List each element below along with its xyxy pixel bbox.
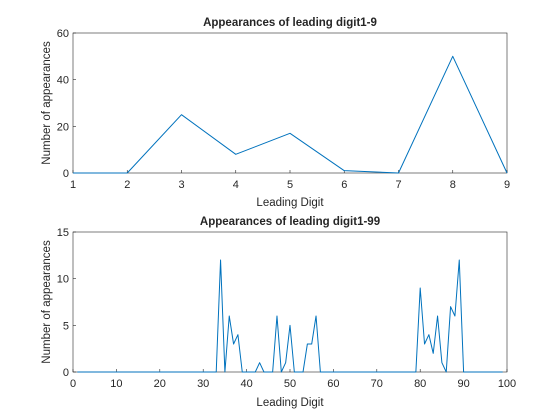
chart-2-x-tick-label: 70	[371, 378, 383, 390]
chart-2-x-tick-label: 50	[284, 378, 296, 390]
chart-2-x-tick-label: 40	[240, 378, 252, 390]
chart-1-y-ticks: 0 20 40 60	[57, 28, 76, 180]
chart-1-y-tick-label: 60	[57, 28, 69, 40]
chart-2-y-tick-label: 0	[63, 367, 69, 379]
chart-2-x-tick-label: 30	[197, 378, 209, 390]
chart-2-x-tick-label: 60	[327, 378, 339, 390]
chart-1-x-tick-label: 3	[178, 179, 184, 191]
chart-1-y-tick-label: 0	[63, 168, 69, 180]
chart-1-y-tick-label: 20	[57, 121, 69, 133]
chart-1-title: Appearances of leading digit1-9	[203, 17, 377, 29]
chart-1-x-ticks: 1 2 3 4 5 6 7 8 9	[70, 170, 510, 191]
chart-2-x-tick-label: 80	[414, 378, 426, 390]
chart-1-y-axis-label: Number of appearances	[41, 41, 53, 165]
chart-2-x-tick-label: 10	[110, 378, 122, 390]
chart-2-x-tick-label: 0	[70, 378, 76, 390]
chart-1-x-axis-label: Leading Digit	[256, 197, 324, 209]
chart-1-x-tick-label: 9	[504, 179, 510, 191]
chart-2-x-ticks: 0 10 20 30 40 50 60 70 80 90 100	[70, 369, 516, 390]
chart-2-y-tick-label: 10	[57, 274, 69, 286]
chart-1-plot-area	[72, 32, 508, 174]
chart-2-x-tick-label: 20	[154, 378, 166, 390]
chart-1-x-tick-label: 7	[395, 179, 401, 191]
subplot-2: Appearances of leading digit1-99 051015 …	[41, 216, 516, 409]
chart-1-x-tick-label: 5	[287, 179, 293, 191]
chart-1-x-tick-label: 6	[341, 179, 347, 191]
chart-2-y-tick-label: 5	[63, 320, 69, 332]
chart-2-y-tick-label: 15	[57, 227, 69, 239]
chart-1-x-tick-label: 2	[124, 179, 130, 191]
chart-2-plot-area	[72, 231, 508, 373]
chart-2-series-line	[77, 259, 503, 373]
subplot-1: Appearances of leading digit1-9 0204060 …	[41, 17, 510, 209]
chart-2-x-tick-label: 100	[498, 378, 516, 390]
chart-2-x-axis-label: Leading Digit	[256, 397, 324, 409]
chart-1-series-line	[73, 55, 508, 174]
chart-1-x-tick-label: 8	[450, 179, 456, 191]
chart-2-x-tick-label: 90	[457, 378, 469, 390]
chart-1-x-tick-label: 1	[70, 179, 76, 191]
chart-2-title: Appearances of leading digit1-99	[200, 216, 380, 228]
chart-1-x-tick-label: 4	[233, 179, 239, 191]
chart-2-y-ticks: 0 5 10 15	[57, 227, 76, 379]
chart-1-y-tick-label: 40	[57, 75, 69, 87]
chart-2-y-axis-label: Number of appearances	[41, 240, 53, 364]
